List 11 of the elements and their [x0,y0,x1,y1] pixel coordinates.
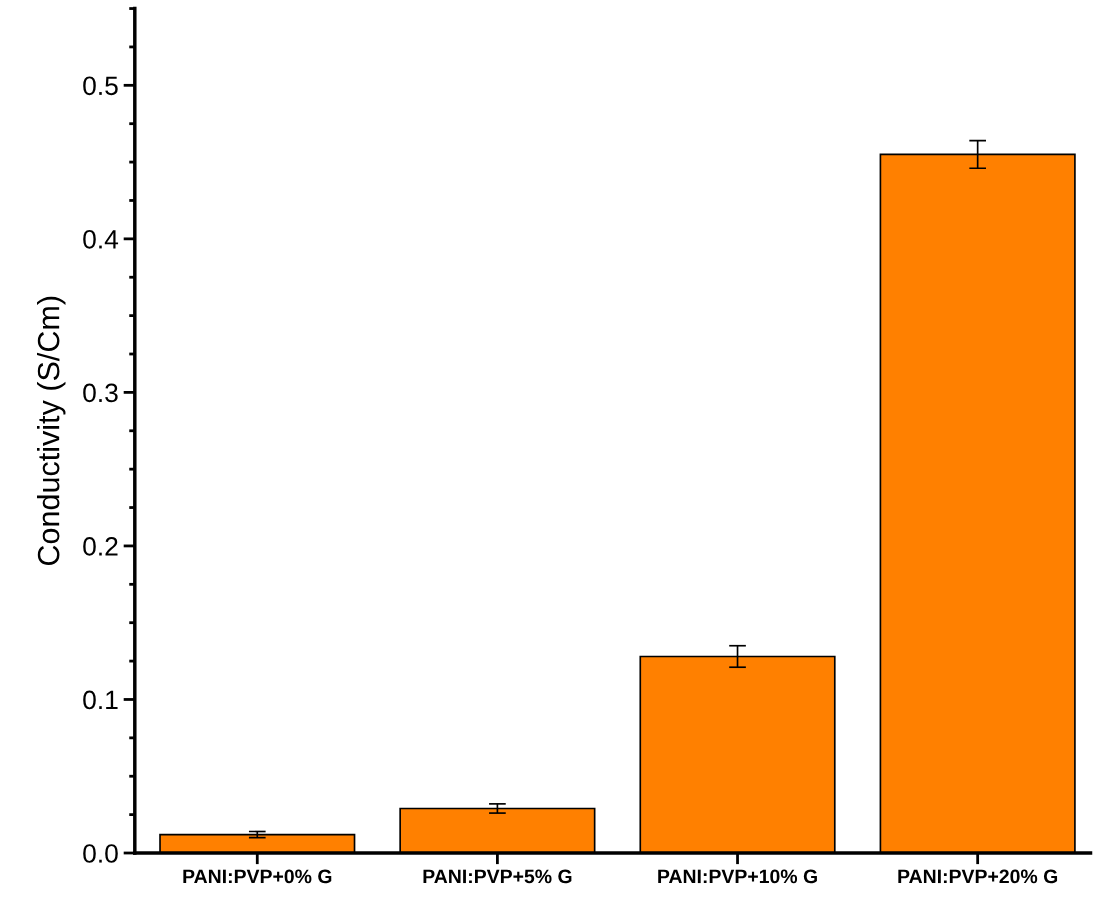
x-tick-label: PANI:PVP+5% G [423,869,572,884]
y-tick-label: 0.5 [83,76,118,96]
y-tick-label: 0.2 [83,537,118,556]
y-tick-label: 0.0 [83,844,118,863]
x-tick-label: PANI:PVP+10% G [658,869,817,884]
x-tick-label: PANI:PVP+0% G [183,869,332,884]
y-tick-label: 0.4 [83,229,119,249]
y-axis-title: Conductivity (S/Cm) [37,296,66,566]
x-tick-label: PANI:PVP+20% G [898,869,1058,884]
y-tick-label: 0.3 [83,383,118,403]
y-tick-label: 0.1 [83,690,118,710]
